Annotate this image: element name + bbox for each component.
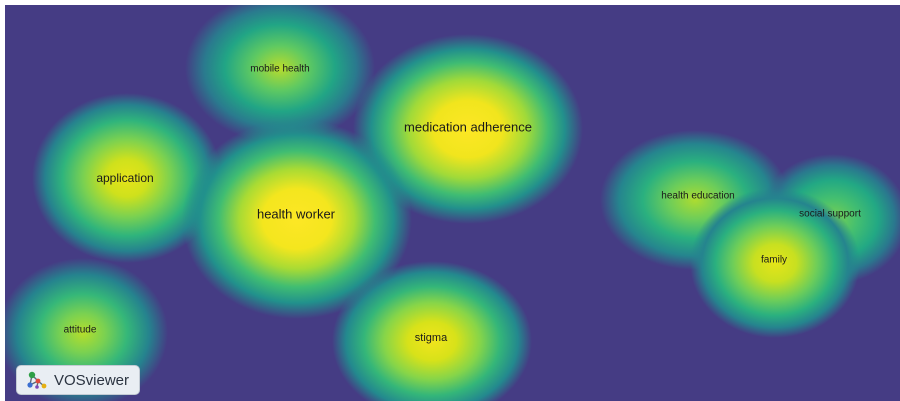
term-label-health-education[interactable]: health education [661, 190, 735, 202]
density-blob-family [690, 188, 860, 338]
term-label-medication-adherence[interactable]: medication adherence [404, 119, 532, 135]
term-label-mobile-health[interactable]: mobile health [250, 63, 310, 75]
vosviewer-label: VOSviewer [54, 371, 130, 389]
term-label-family[interactable]: family [760, 254, 788, 266]
term-label-social-support[interactable]: social support [799, 208, 861, 220]
vosviewer-badge[interactable]: VOSviewer [16, 365, 140, 395]
density-blob-stigma [332, 261, 532, 401]
term-label-attitude[interactable]: attitude [63, 324, 97, 336]
vosviewer-logo-icon [26, 370, 48, 390]
term-label-health-worker[interactable]: health worker [256, 206, 336, 222]
density-map[interactable]: mobile health medication adherence appli… [5, 5, 900, 401]
term-label-application[interactable]: application [96, 171, 154, 185]
term-label-stigma[interactable]: stigma [414, 332, 448, 344]
